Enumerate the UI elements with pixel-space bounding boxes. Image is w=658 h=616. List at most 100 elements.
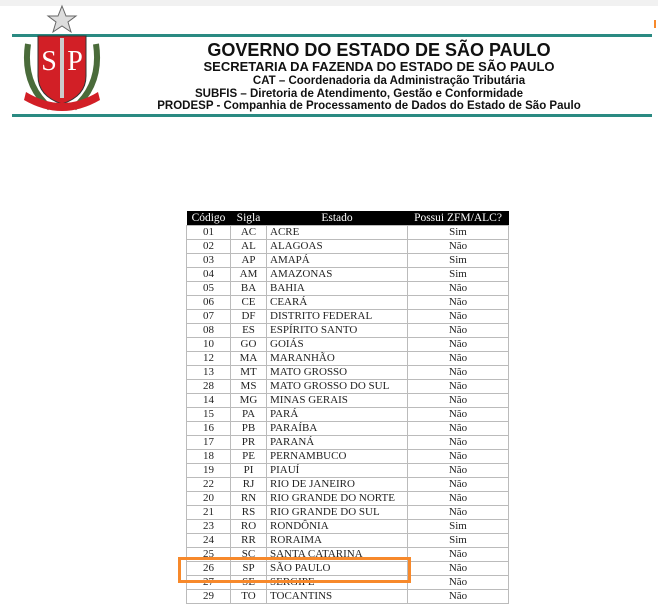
cell-estado: TOCANTINS	[266, 589, 408, 604]
cell-codigo: 04	[186, 267, 231, 282]
cell-codigo: 13	[186, 365, 231, 380]
top-bar	[0, 0, 658, 6]
cell-estado: PARANÁ	[266, 435, 408, 450]
cell-codigo: 14	[186, 393, 231, 408]
table-row: 16 PB PARAÍBA Não	[186, 421, 509, 436]
cell-zfm: Não	[407, 463, 509, 478]
cell-zfm: Não	[407, 239, 509, 254]
cell-codigo: 23	[186, 519, 231, 534]
cell-sigla: MG	[230, 393, 267, 408]
cell-codigo: 10	[186, 337, 231, 352]
table-row: 15 PA PARÁ Não	[186, 407, 509, 422]
cell-zfm: Não	[407, 309, 509, 324]
cell-zfm: Não	[407, 281, 509, 296]
table-row: 04 AM AMAZONAS Sim	[186, 267, 509, 282]
cell-estado: RIO GRANDE DO NORTE	[266, 491, 408, 506]
cell-zfm: Não	[407, 365, 509, 380]
cell-codigo: 17	[186, 435, 231, 450]
cell-zfm: Não	[407, 337, 509, 352]
cell-zfm: Não	[407, 393, 509, 408]
highlight-box-sao-paulo	[178, 557, 411, 583]
header-title: GOVERNO DO ESTADO DE SÃO PAULO	[207, 40, 551, 60]
cell-codigo: 01	[186, 225, 231, 240]
cell-estado: RIO DE JANEIRO	[266, 477, 408, 492]
cell-zfm: Sim	[407, 225, 509, 240]
cell-zfm: Sim	[407, 267, 509, 282]
cell-estado: PIAUÍ	[266, 463, 408, 478]
cell-sigla: AC	[230, 225, 267, 240]
cell-zfm: Não	[407, 323, 509, 338]
cell-estado: ACRE	[266, 225, 408, 240]
cell-codigo: 07	[186, 309, 231, 324]
cell-estado: MARANHÃO	[266, 351, 408, 366]
cell-estado: RONDÔNIA	[266, 519, 408, 534]
table-row: 05 BA BAHIA Não	[186, 281, 509, 296]
cell-sigla: PA	[230, 407, 267, 422]
table-row: 23 RO RONDÔNIA Sim	[186, 519, 509, 534]
cell-codigo: 05	[186, 281, 231, 296]
cell-sigla: PR	[230, 435, 267, 450]
cell-sigla: AP	[230, 253, 267, 268]
cell-sigla: AM	[230, 267, 267, 282]
table-row: 22 RJ RIO DE JANEIRO Não	[186, 477, 509, 492]
cell-sigla: BA	[230, 281, 267, 296]
cell-estado: PARAÍBA	[266, 421, 408, 436]
header-line-2: CAT – Coordenadoria da Administração Tri…	[252, 75, 526, 87]
cell-estado: PARÁ	[266, 407, 408, 422]
cell-sigla: PE	[230, 449, 267, 464]
cell-estado: RORAIMA	[266, 533, 408, 548]
cell-zfm: Não	[407, 449, 509, 464]
table-row: 20 RN RIO GRANDE DO NORTE Não	[186, 491, 509, 506]
cell-zfm: Não	[407, 491, 509, 506]
cell-estado: ALAGOAS	[266, 239, 408, 254]
cell-zfm: Não	[407, 295, 509, 310]
cell-sigla: RR	[230, 533, 267, 548]
cell-codigo: 22	[186, 477, 231, 492]
cell-codigo: 16	[186, 421, 231, 436]
header-line-1: SECRETARIA DA FAZENDA DO ESTADO DE SÃO P…	[203, 59, 555, 74]
cell-codigo: 29	[186, 589, 231, 604]
cell-codigo: 24	[186, 533, 231, 548]
header-line-3: SUBFIS – Diretoria de Atendimento, Gestã…	[194, 88, 523, 100]
cell-estado: MINAS GERAIS	[266, 393, 408, 408]
states-table: Código Sigla Estado Possui ZFM/ALC? 01 AC…	[186, 211, 509, 604]
table-row: 19 PI PIAUÍ Não	[186, 463, 509, 478]
cell-codigo: 02	[186, 239, 231, 254]
cell-estado: DISTRITO FEDERAL	[266, 309, 408, 324]
cell-sigla: AL	[230, 239, 267, 254]
cell-zfm: Não	[407, 575, 509, 590]
table-row: 17 PR PARANÁ Não	[186, 435, 509, 450]
col-header-codigo: Código	[186, 211, 231, 226]
col-header-zfm: Possui ZFM/ALC?	[407, 211, 509, 226]
cell-sigla: RS	[230, 505, 267, 520]
cell-sigla: RJ	[230, 477, 267, 492]
cell-zfm: Não	[407, 435, 509, 450]
cell-sigla: PB	[230, 421, 267, 436]
cell-zfm: Não	[407, 477, 509, 492]
cell-zfm: Não	[407, 589, 509, 604]
header-rule-bottom	[12, 114, 652, 117]
table-row: 07 DF DISTRITO FEDERAL Não	[186, 309, 509, 324]
cell-zfm: Não	[407, 407, 509, 422]
cell-estado: BAHIA	[266, 281, 408, 296]
table-row: 28 MS MATO GROSSO DO SUL Não	[186, 379, 509, 394]
cell-estado: PERNAMBUCO	[266, 449, 408, 464]
cell-sigla: RN	[230, 491, 267, 506]
cell-sigla: RO	[230, 519, 267, 534]
cell-sigla: MT	[230, 365, 267, 380]
cell-sigla: ES	[230, 323, 267, 338]
cell-sigla: PI	[230, 463, 267, 478]
table-row: 18 PE PERNAMBUCO Não	[186, 449, 509, 464]
cell-codigo: 15	[186, 407, 231, 422]
cell-zfm: Não	[407, 379, 509, 394]
cell-zfm: Não	[407, 505, 509, 520]
cell-codigo: 12	[186, 351, 231, 366]
table-row: 21 RS RIO GRANDE DO SUL Não	[186, 505, 509, 520]
table-row: 08 ES ESPÍRITO SANTO Não	[186, 323, 509, 338]
col-header-sigla: Sigla	[230, 211, 267, 226]
table-row: 14 MG MINAS GERAIS Não	[186, 393, 509, 408]
sp-coat-of-arms-logo: S P	[24, 4, 100, 111]
cell-zfm: Sim	[407, 533, 509, 548]
cell-estado: AMAPÁ	[266, 253, 408, 268]
cell-codigo: 06	[186, 295, 231, 310]
